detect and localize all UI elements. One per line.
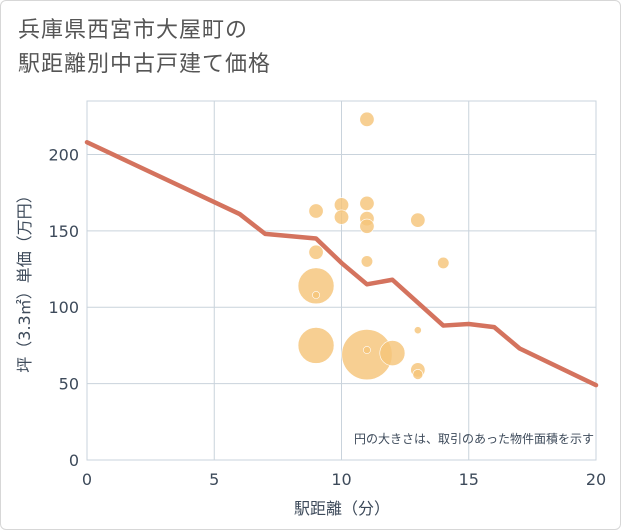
y-tick-label: 100 xyxy=(48,298,79,317)
x-tick-label: 20 xyxy=(586,470,606,489)
y-tick-label: 0 xyxy=(69,451,79,470)
x-tick-label: 10 xyxy=(331,470,351,489)
y-tick-label: 200 xyxy=(48,145,79,164)
chart-title-line-1: 兵庫県西宮市大屋町の xyxy=(18,18,249,43)
bubble-series xyxy=(297,111,450,381)
bubble-point xyxy=(437,256,450,269)
bubble-point xyxy=(297,327,335,364)
average-price-line xyxy=(84,139,599,388)
x-axis-label: 駅距離（分） xyxy=(294,499,390,518)
bubble-point xyxy=(333,209,349,225)
average-line-series xyxy=(84,139,599,388)
y-tick-label: 50 xyxy=(59,375,79,394)
bubble-point xyxy=(413,326,422,335)
bubble-point xyxy=(412,369,424,380)
y-axis-label: 坪（3.3㎡）単価（万円） xyxy=(15,187,34,372)
bubble-point xyxy=(359,218,375,234)
bubble-point xyxy=(360,255,374,268)
chart-title: 兵庫県西宮市大屋町の 駅距離別中古戸建て価格 xyxy=(18,14,271,82)
x-tick-label: 0 xyxy=(82,470,92,489)
grid-lines xyxy=(86,100,597,461)
x-tick-label: 15 xyxy=(459,470,479,489)
bubble-point xyxy=(363,346,371,354)
bubble-point xyxy=(308,203,324,219)
chart-title-line-2: 駅距離別中古戸建て価格 xyxy=(18,52,272,77)
y-tick-label: 150 xyxy=(48,222,79,241)
bubble-point xyxy=(379,340,406,366)
bubble-point xyxy=(359,111,375,127)
bubble-point xyxy=(297,267,335,305)
x-tick-label: 5 xyxy=(209,470,219,489)
bubble-point xyxy=(308,244,324,260)
bubble-point xyxy=(359,195,375,211)
bubble-point xyxy=(410,212,426,228)
size-annotation: 円の大きさは、取引のあった物件面積を示す xyxy=(354,431,594,446)
bubble-point xyxy=(312,291,320,299)
